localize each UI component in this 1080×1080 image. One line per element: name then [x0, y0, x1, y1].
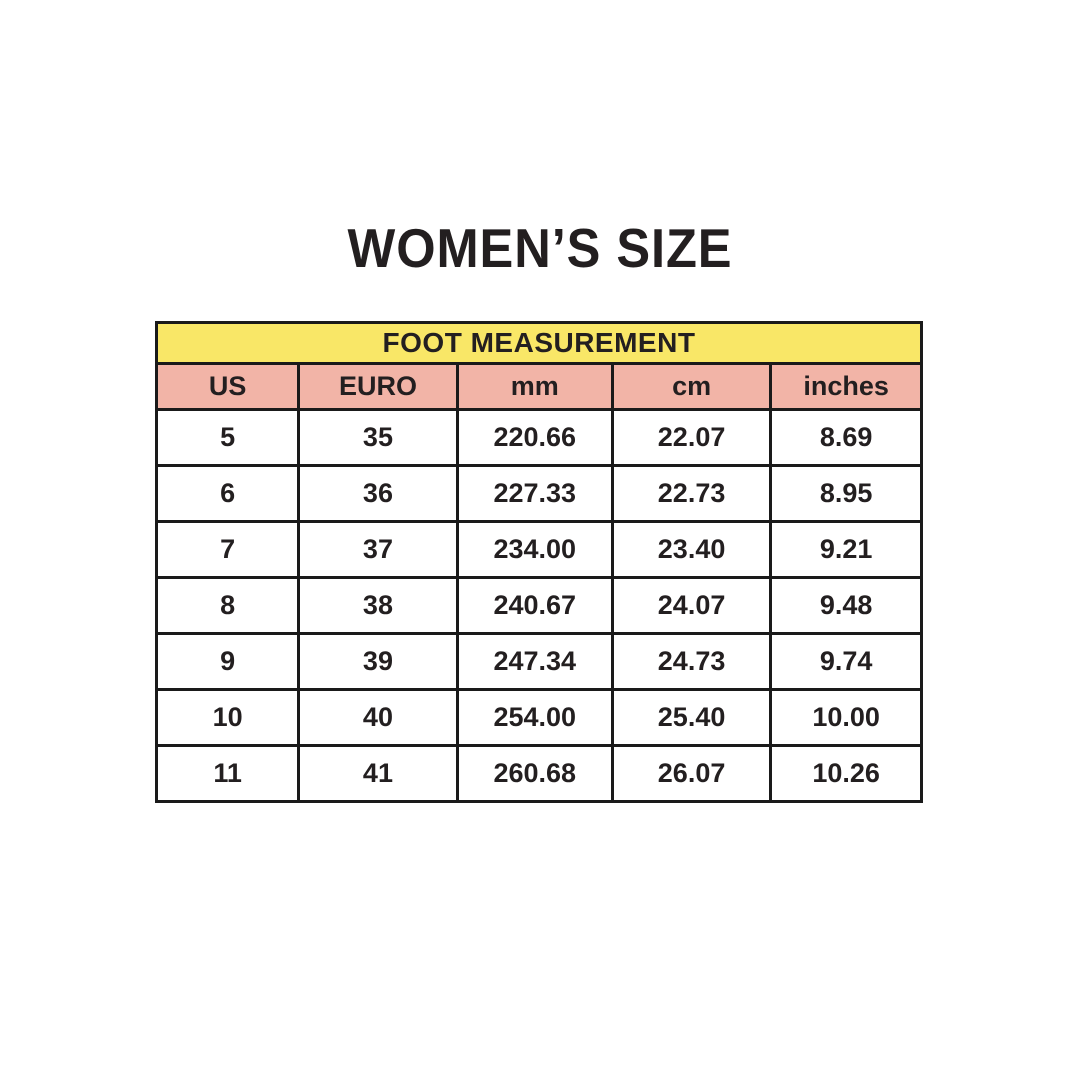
table-cell: 22.73 — [610, 464, 773, 523]
table-row: 7 37 234.00 23.40 9.21 — [154, 520, 923, 579]
table-cell: 22.07 — [610, 408, 773, 467]
table-cell: 8.95 — [769, 464, 923, 523]
table-cell: 25.40 — [610, 688, 773, 747]
table-cell: 24.07 — [610, 576, 773, 635]
table-cell: 254.00 — [455, 688, 614, 747]
table-row: 11 41 260.68 26.07 10.26 — [154, 744, 923, 803]
table-row: 10 40 254.00 25.40 10.00 — [154, 688, 923, 747]
table-cell: 9 — [154, 632, 301, 691]
table-cell: 26.07 — [610, 744, 773, 803]
table-banner: FOOT MEASUREMENT — [155, 321, 923, 365]
banner-row: FOOT MEASUREMENT — [155, 321, 923, 365]
table-cell: 11 — [154, 744, 301, 803]
table-cell: 39 — [297, 632, 459, 691]
table-cell: 37 — [297, 520, 459, 579]
table-row: 6 36 227.33 22.73 8.95 — [154, 464, 923, 523]
table-cell: 227.33 — [455, 464, 614, 523]
table-cell: 40 — [297, 688, 459, 747]
table-cell: 10.26 — [769, 744, 923, 803]
table-cell: 24.73 — [610, 632, 773, 691]
table-cell: 9.21 — [769, 520, 923, 579]
table-row: 8 38 240.67 24.07 9.48 — [154, 576, 923, 635]
foot-measurement-table: FOOT MEASUREMENT US EURO mm cm inches 5 … — [154, 321, 923, 803]
column-header-us: US — [154, 362, 301, 411]
table-cell: 10.00 — [769, 688, 923, 747]
table-cell: 38 — [297, 576, 459, 635]
table-cell: 247.34 — [455, 632, 614, 691]
table-cell: 9.74 — [769, 632, 923, 691]
table-cell: 23.40 — [610, 520, 773, 579]
table-cell: 5 — [154, 408, 301, 467]
column-header-cm: cm — [610, 362, 773, 411]
table-cell: 220.66 — [455, 408, 614, 467]
column-header-euro: EURO — [297, 362, 459, 411]
table-cell: 260.68 — [455, 744, 614, 803]
table-cell: 234.00 — [455, 520, 614, 579]
table-cell: 35 — [297, 408, 459, 467]
table-cell: 8 — [154, 576, 301, 635]
column-header-mm: mm — [455, 362, 614, 411]
table-cell: 41 — [297, 744, 459, 803]
page-title: WOMEN’S SIZE — [347, 217, 733, 279]
table-cell: 36 — [297, 464, 459, 523]
table-cell: 240.67 — [455, 576, 614, 635]
table-cell: 7 — [154, 520, 301, 579]
table-cell: 9.48 — [769, 576, 923, 635]
table-cell: 6 — [154, 464, 301, 523]
table-row: 5 35 220.66 22.07 8.69 — [154, 408, 923, 467]
column-header-inches: inches — [769, 362, 923, 411]
table-row: 9 39 247.34 24.73 9.74 — [154, 632, 923, 691]
column-header-row: US EURO mm cm inches — [154, 362, 923, 411]
table-cell: 8.69 — [769, 408, 923, 467]
table-cell: 10 — [154, 688, 301, 747]
